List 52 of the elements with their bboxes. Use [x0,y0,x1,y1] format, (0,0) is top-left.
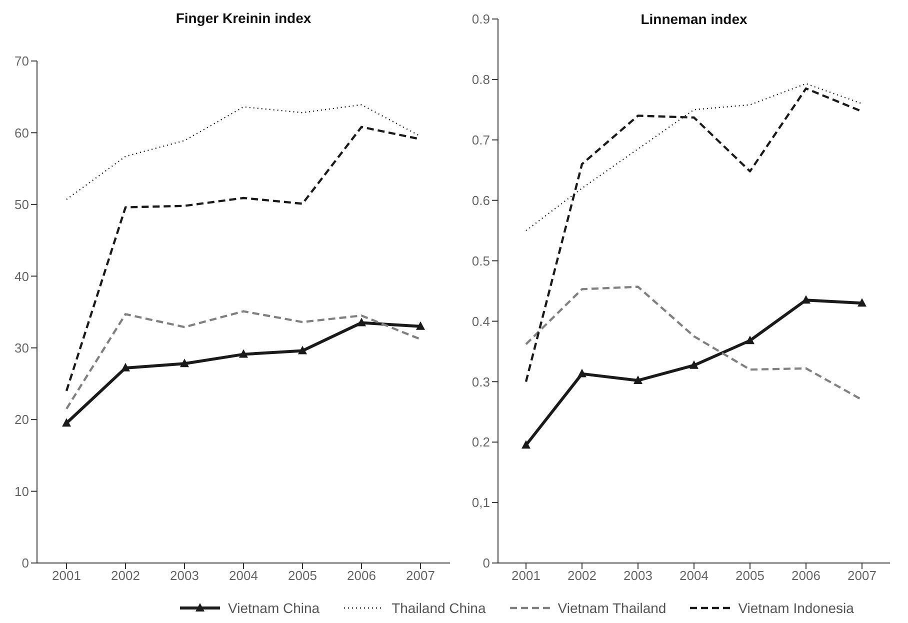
y-tick-label: 50 [14,197,29,212]
y-tick-label: 0.4 [472,314,490,329]
line-series [65,310,422,410]
x-tick-label: 2003 [624,568,652,584]
x-tick-label: 2005 [736,568,764,584]
point [690,360,698,369]
legend-label: Vietnam Thailand [558,600,666,616]
y-tick-label: 0 [482,556,490,571]
point [416,321,425,330]
y-tick-label: 70 [14,54,29,69]
y-tick-label: 0.7 [472,132,490,148]
point [62,418,71,427]
point [121,362,130,372]
legend-label: Vietnam China [228,600,320,616]
point [180,358,189,368]
x-tick-label: 2005 [288,568,317,584]
y-tick-label: 0.2 [472,434,490,450]
x-tick-label: 2001 [52,568,81,584]
legend-label: Thailand China [392,600,486,616]
y-tick-label: 60 [14,125,29,140]
y-tick-label: 0.3 [472,374,490,390]
y-tick-label: 0.9 [472,12,490,27]
y-tick-label: 10 [14,484,29,499]
y-tick-label: 20 [14,412,29,428]
point [298,346,307,354]
chart-title: Finger Kreinin index [174,10,312,26]
x-tick-label: 2002 [111,568,140,584]
x-tick-label: 2001 [512,568,540,584]
y-tick-label: 30 [14,340,29,356]
legend-label: Vietnam Indonesia [738,600,854,616]
point [746,336,754,344]
y-tick-label: 0.5 [472,253,490,268]
y-tick-label: 0,1 [472,495,490,510]
x-tick-label: 2004 [229,568,258,584]
x-tick-label: 2007 [848,568,876,584]
point [357,318,366,326]
point [522,440,530,449]
point [239,349,248,358]
chart-title: Linneman index [640,11,748,27]
x-tick-label: 2003 [170,568,199,584]
y-tick-label: 0.8 [472,72,490,88]
x-tick-label: 2006 [792,568,820,584]
y-tick-label: 40 [14,268,29,284]
point [858,298,866,307]
point [578,368,586,378]
x-tick-label: 2007 [406,568,435,584]
x-tick-label: 2002 [568,568,596,584]
point [634,375,642,384]
y-tick-label: 0 [22,556,29,571]
x-tick-label: 2006 [347,568,376,584]
y-tick-label: 0.6 [472,192,490,208]
x-tick-label: 2004 [680,568,708,584]
